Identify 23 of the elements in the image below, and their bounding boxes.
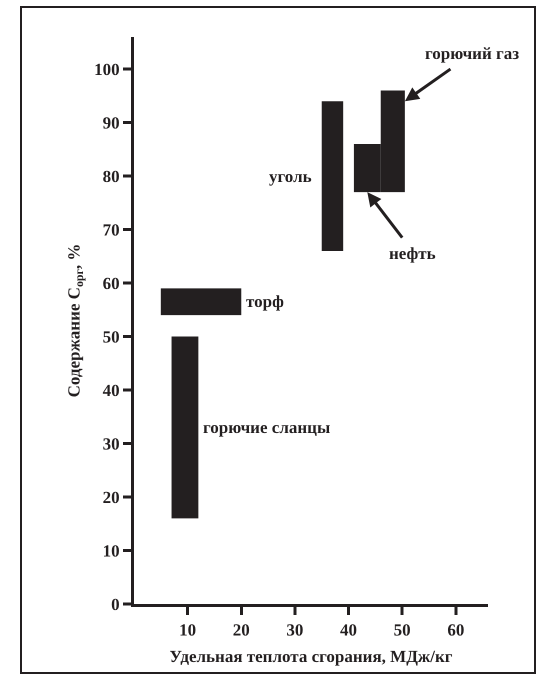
legend-label: нефть: [389, 244, 436, 263]
x-tick-label: 10: [179, 620, 196, 640]
x-tick-label: 60: [447, 620, 464, 640]
y-tick-label: 100: [94, 60, 120, 80]
y-tick-label: 80: [102, 167, 120, 186]
y-tick-label: 50: [102, 328, 120, 346]
x-tick-label: 30: [286, 620, 304, 640]
x-tick-label: 20: [232, 620, 250, 640]
y-tick-label: 10: [102, 541, 120, 560]
y-tick-label: 30: [102, 434, 120, 454]
y-tick-label: 20: [102, 488, 120, 507]
y-tick-label: 40: [102, 380, 120, 400]
y-tick-label: 0: [111, 594, 120, 614]
y-tick-label: 60: [102, 274, 120, 294]
legend-label: торф: [246, 292, 284, 311]
x-tick-label: 40: [340, 620, 358, 640]
legend-label: горючие сланцы: [203, 418, 330, 437]
x-axis-title: Удельная теплота сгорания, МДж/кг: [170, 646, 453, 666]
legend-label: горючий газ: [425, 44, 520, 63]
legend-label: уголь: [269, 167, 312, 186]
x-tick-label: 50: [394, 620, 411, 640]
y-tick-label: 70: [102, 220, 120, 240]
y-tick-label: 90: [102, 114, 120, 133]
